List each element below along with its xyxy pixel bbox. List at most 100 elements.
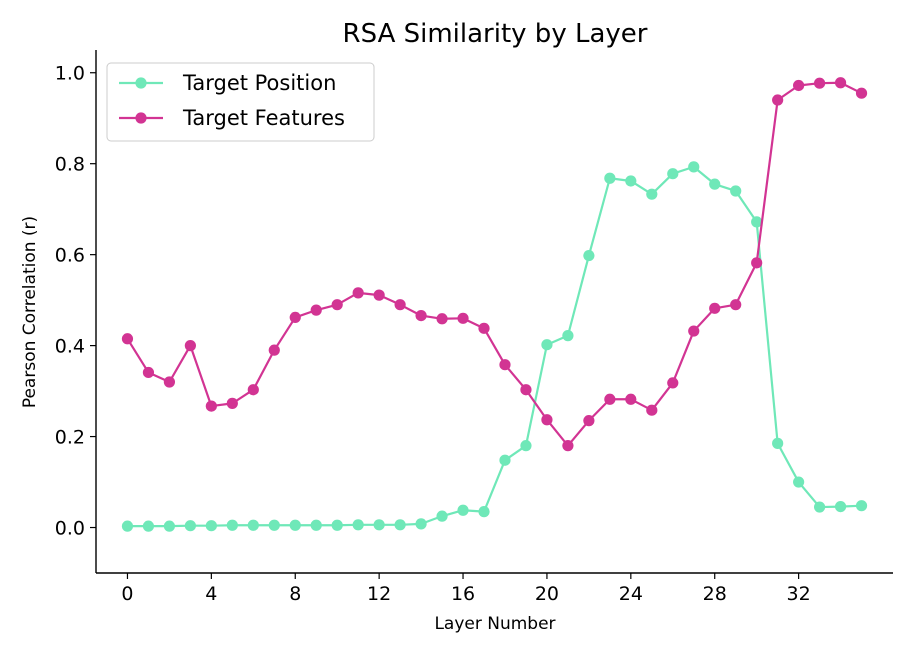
- data-point: [834, 77, 847, 89]
- plot-area: 0.0 0.2 0.4 0.6 0.8 1.0 0 4 8 12 16 20 24 28 32: [55, 50, 893, 605]
- y-axis-label: Pearson Correlation (r): [20, 216, 40, 408]
- y-ticks: 0.0 0.2 0.4 0.6 0.8 1.0: [55, 63, 96, 540]
- x-tick-label: 12: [367, 583, 391, 605]
- data-point: [730, 299, 742, 311]
- data-point: [499, 454, 511, 466]
- data-point: [478, 506, 490, 518]
- data-point: [562, 330, 574, 342]
- data-point: [751, 257, 763, 269]
- series-0: [121, 161, 868, 532]
- x-tick-label: 16: [451, 583, 475, 605]
- data-point: [226, 519, 238, 531]
- y-tick-label: 0.6: [55, 245, 85, 267]
- data-point: [646, 188, 658, 200]
- x-tick-label: 20: [535, 583, 559, 605]
- data-point: [709, 302, 721, 314]
- y-tick-label: 0.0: [55, 518, 85, 540]
- data-point: [142, 366, 155, 379]
- data-point: [583, 249, 595, 262]
- data-point: [667, 377, 679, 389]
- data-point: [772, 437, 784, 449]
- data-point: [184, 340, 196, 352]
- data-point: [772, 94, 784, 106]
- data-point: [121, 333, 134, 345]
- data-point: [268, 519, 280, 531]
- x-tick-label: 28: [703, 583, 727, 605]
- data-point: [793, 79, 805, 92]
- data-point: [667, 168, 679, 180]
- data-point: [373, 289, 385, 301]
- data-point: [541, 339, 553, 351]
- data-point: [625, 393, 637, 405]
- data-point: [205, 400, 217, 412]
- data-point: [373, 519, 385, 531]
- data-point: [121, 520, 134, 532]
- data-point: [436, 510, 448, 522]
- data-point: [142, 520, 155, 532]
- legend-label: Target Features: [182, 106, 345, 130]
- x-axis-label: Layer Number: [434, 614, 555, 634]
- data-point: [310, 519, 322, 531]
- data-point: [352, 287, 364, 299]
- data-point: [604, 393, 616, 405]
- data-point: [583, 415, 595, 427]
- x-tick-label: 24: [619, 583, 643, 605]
- legend-label: Target Position: [182, 71, 336, 95]
- series-layer: [121, 77, 868, 532]
- data-point: [855, 500, 868, 512]
- data-point: [834, 501, 847, 513]
- data-point: [604, 172, 616, 184]
- data-point: [394, 299, 406, 311]
- series-1: [121, 77, 868, 452]
- data-point: [855, 87, 868, 99]
- legend-swatch-marker: [135, 112, 147, 124]
- legend-swatch-marker: [135, 77, 147, 89]
- data-point: [625, 175, 637, 187]
- legend-items: Target Position Target Features: [119, 71, 345, 130]
- x-tick-label: 4: [205, 583, 217, 605]
- data-point: [331, 299, 343, 311]
- legend-box: [106, 62, 375, 142]
- data-point: [352, 519, 364, 531]
- data-point: [499, 359, 511, 371]
- data-point: [247, 384, 259, 396]
- data-point: [730, 185, 742, 197]
- data-point: [646, 404, 658, 416]
- data-point: [688, 325, 700, 337]
- data-point: [163, 376, 176, 388]
- data-point: [415, 309, 427, 322]
- data-point: [751, 216, 763, 228]
- data-point: [205, 520, 217, 532]
- y-tick-label: 0.8: [55, 154, 85, 176]
- x-tick-label: 0: [121, 583, 133, 605]
- legend: Target Position Target Features: [106, 62, 375, 142]
- data-point: [310, 304, 322, 316]
- x-ticks: 0 4 8 12 16 20 24 28 32: [121, 573, 811, 605]
- y-tick-label: 0.4: [55, 336, 85, 358]
- data-point: [562, 440, 574, 452]
- data-point: [415, 518, 427, 530]
- data-point: [394, 519, 406, 531]
- data-point: [457, 504, 469, 516]
- data-point: [436, 313, 448, 325]
- data-point: [478, 322, 490, 334]
- data-point: [163, 520, 176, 532]
- data-point: [541, 414, 553, 426]
- data-point: [457, 312, 469, 324]
- data-point: [184, 520, 196, 532]
- data-point: [520, 384, 532, 396]
- data-point: [813, 77, 826, 89]
- chart-title: RSA Similarity by Layer: [343, 19, 648, 49]
- data-point: [226, 397, 238, 409]
- y-tick-label: 1.0: [55, 63, 85, 85]
- y-tick-label: 0.2: [55, 427, 85, 449]
- data-point: [289, 519, 301, 531]
- data-point: [247, 519, 259, 531]
- data-point: [268, 344, 280, 356]
- data-point: [688, 161, 700, 173]
- data-point: [289, 311, 301, 324]
- data-point: [520, 440, 532, 452]
- x-tick-label: 8: [289, 583, 301, 605]
- x-tick-label: 32: [787, 583, 811, 605]
